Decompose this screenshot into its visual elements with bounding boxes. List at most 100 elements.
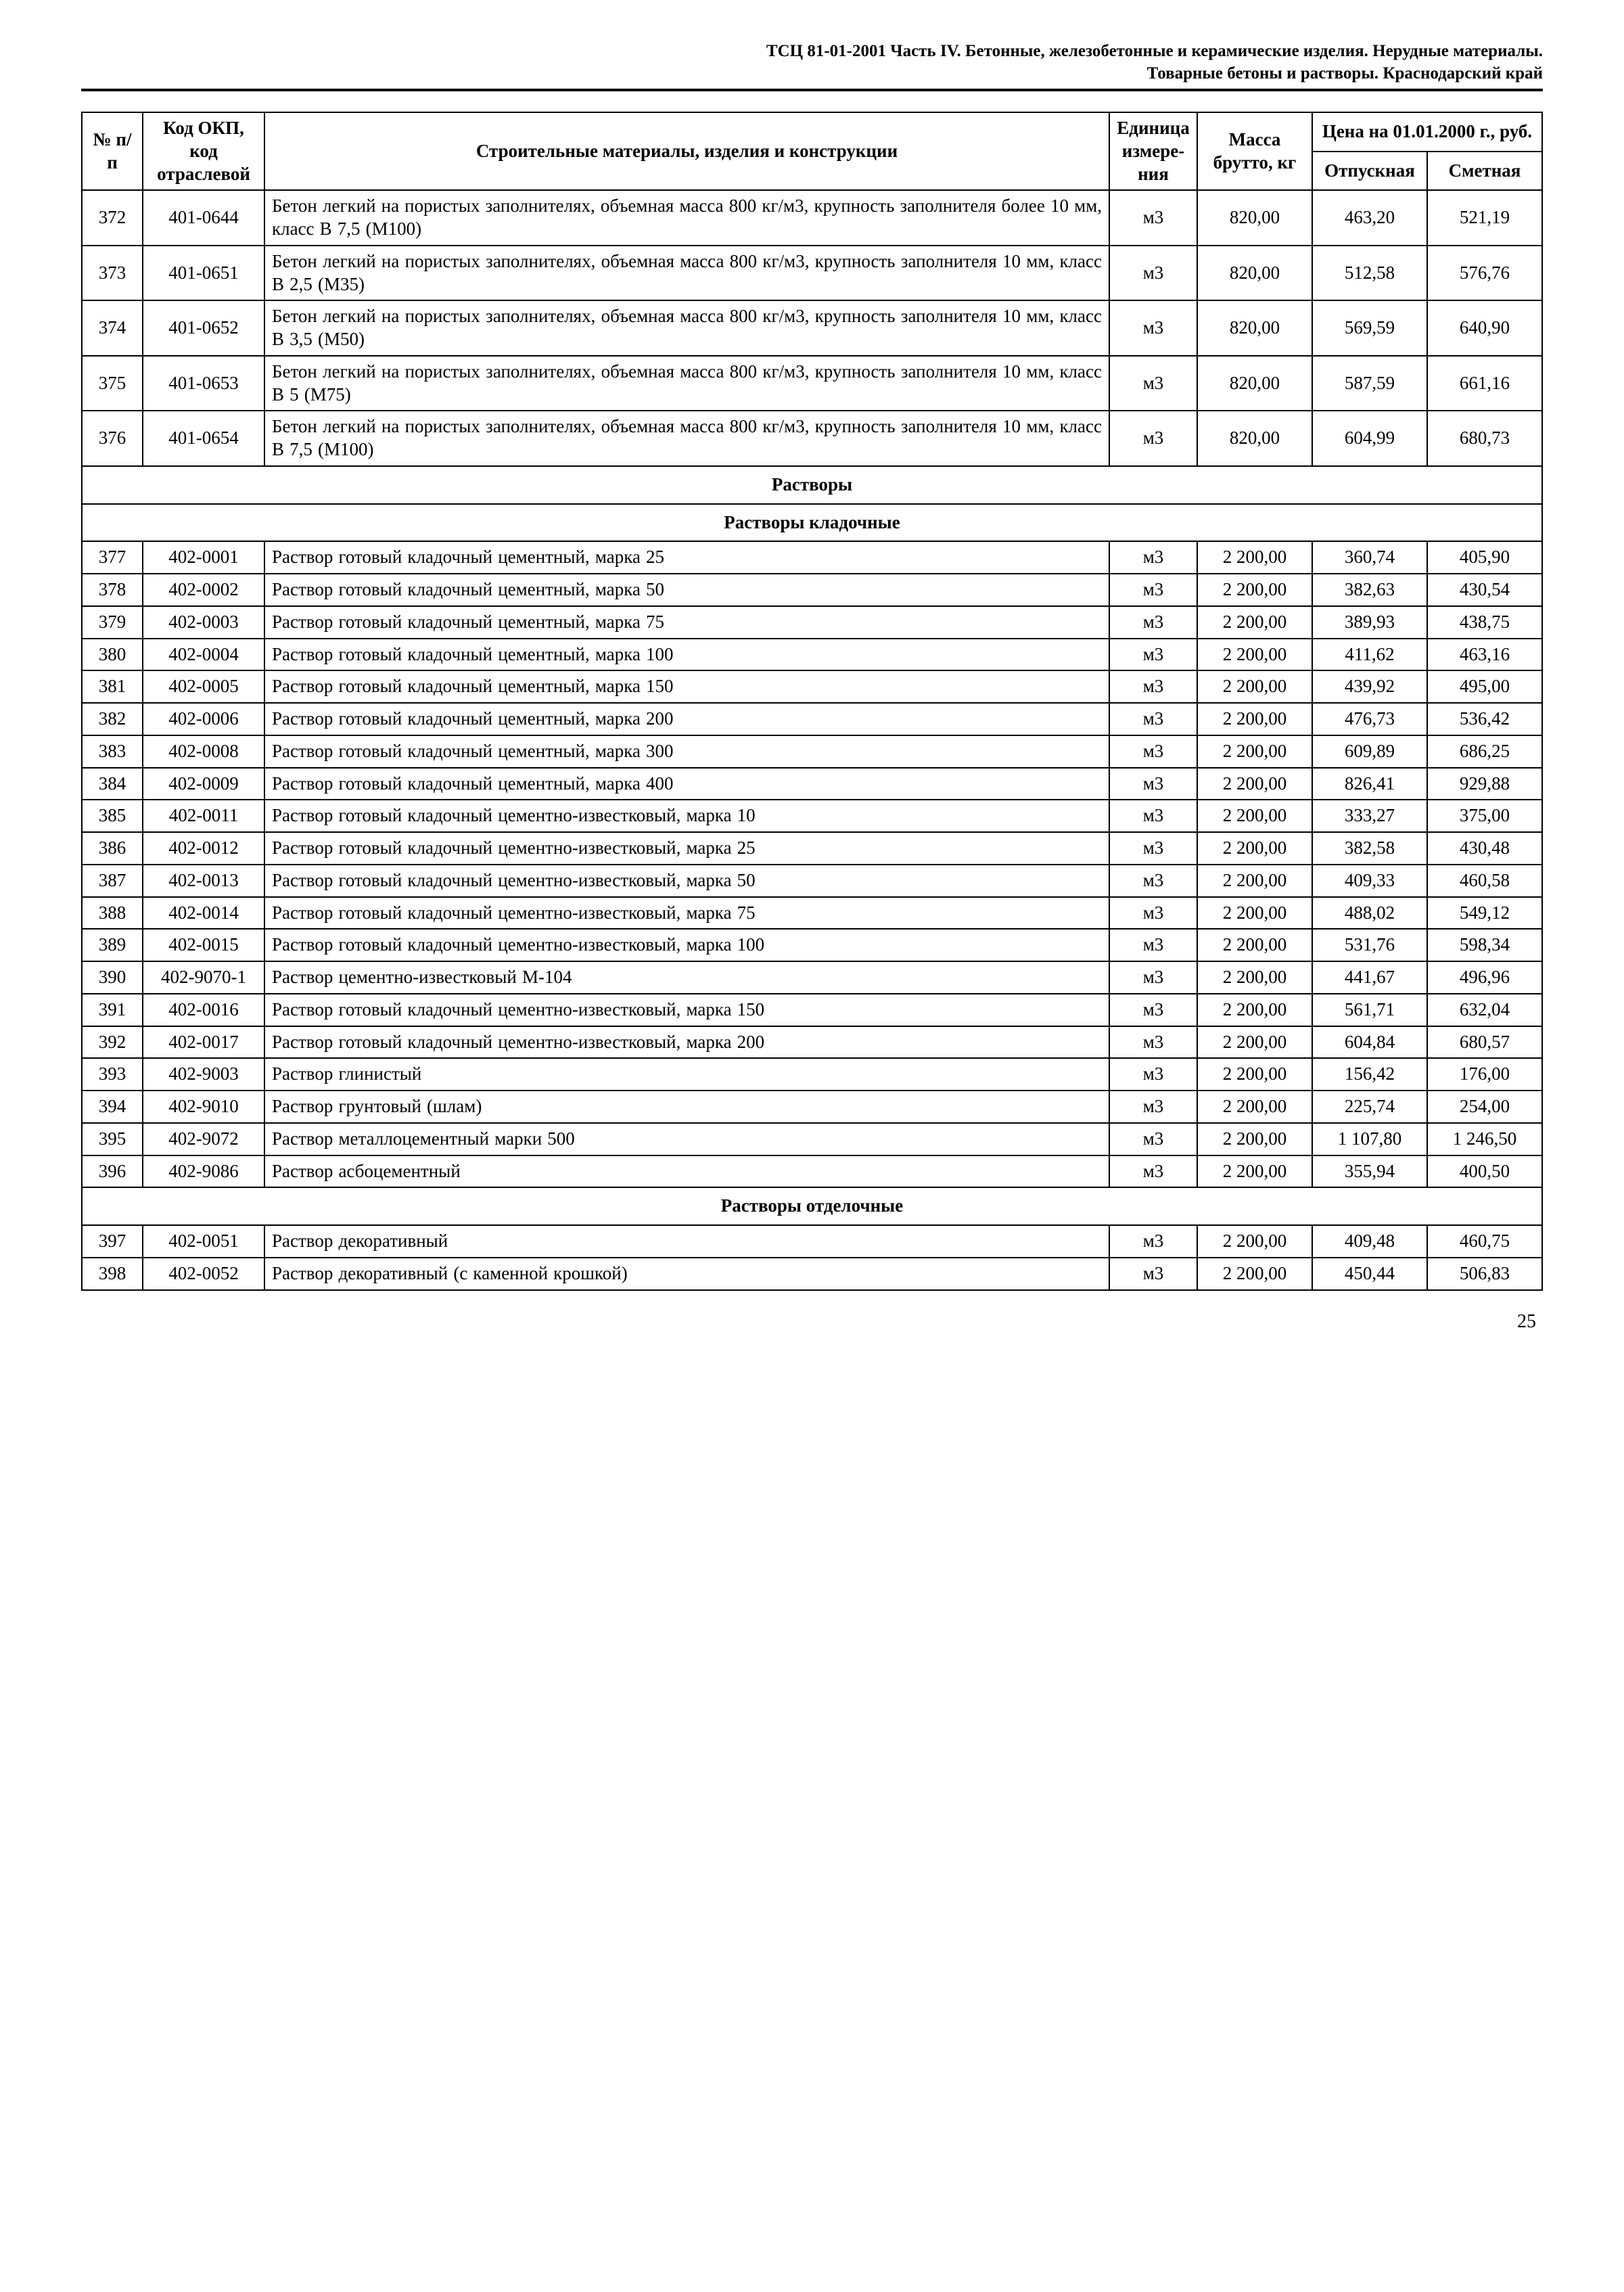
table-row: 379402-0003Раствор готовый кладочный цем… — [82, 606, 1542, 639]
table-row: 397402-0051Раствор декоративныйм32 200,0… — [82, 1225, 1542, 1258]
col-header-price1: Отпускная — [1312, 152, 1427, 191]
cell-code: 402-0014 — [143, 897, 264, 930]
cell-price-1: 156,42 — [1312, 1058, 1427, 1091]
cell-price-1: 826,41 — [1312, 768, 1427, 800]
cell-price-2: 496,96 — [1427, 961, 1542, 994]
cell-num: 392 — [82, 1026, 143, 1059]
cell-desc: Раствор декоративный (с каменной крош­ко… — [264, 1258, 1109, 1290]
cell-code: 402-0001 — [143, 541, 264, 574]
table-header-row-1: № п/п Код ОКП, код отраслевой Строительн… — [82, 112, 1542, 152]
cell-unit: м3 — [1109, 1058, 1197, 1091]
cell-num: 379 — [82, 606, 143, 639]
cell-code: 402-0012 — [143, 832, 264, 865]
cell-price-2: 632,04 — [1427, 994, 1542, 1026]
cell-price-2: 254,00 — [1427, 1091, 1542, 1123]
cell-unit: м3 — [1109, 1258, 1197, 1290]
cell-num: 373 — [82, 246, 143, 301]
col-header-num: № п/п — [82, 112, 143, 190]
cell-mass: 2 200,00 — [1197, 800, 1312, 832]
cell-num: 394 — [82, 1091, 143, 1123]
cell-price-2: 463,16 — [1427, 639, 1542, 671]
cell-unit: м3 — [1109, 994, 1197, 1026]
cell-price-2: 680,73 — [1427, 411, 1542, 466]
cell-price-2: 400,50 — [1427, 1155, 1542, 1188]
cell-num: 387 — [82, 865, 143, 897]
cell-desc: Бетон легкий на пористых заполнителях, о… — [264, 190, 1109, 246]
page-number: 25 — [81, 1311, 1543, 1333]
cell-num: 390 — [82, 961, 143, 994]
cell-num: 376 — [82, 411, 143, 466]
cell-mass: 2 200,00 — [1197, 1225, 1312, 1258]
cell-mass: 2 200,00 — [1197, 929, 1312, 961]
table-row: 383402-0008Раствор готовый кладочный цем… — [82, 735, 1542, 768]
cell-desc: Бетон легкий на пористых заполнителях, о… — [264, 411, 1109, 466]
table-row: 375401-0653Бетон легкий на пористых запо… — [82, 356, 1542, 411]
cell-price-1: 355,94 — [1312, 1155, 1427, 1188]
cell-code: 401-0652 — [143, 300, 264, 356]
section-heading-row: Растворы кладочные — [82, 504, 1542, 542]
col-header-desc: Строительные материалы, изделия и констр… — [264, 112, 1109, 190]
col-header-code: Код ОКП, код отраслевой — [143, 112, 264, 190]
cell-desc: Раствор готовый кладочный цементный, мар… — [264, 606, 1109, 639]
cell-mass: 2 200,00 — [1197, 1026, 1312, 1059]
cell-price-1: 382,63 — [1312, 574, 1427, 606]
cell-price-2: 405,90 — [1427, 541, 1542, 574]
section-heading: Растворы — [82, 466, 1542, 504]
cell-desc: Бетон легкий на пористых заполнителях, о… — [264, 356, 1109, 411]
col-header-mass: Масса брутто, кг — [1197, 112, 1312, 190]
cell-code: 402-9003 — [143, 1058, 264, 1091]
cell-mass: 2 200,00 — [1197, 639, 1312, 671]
table-row: 389402-0015Раствор готовый кладочный цем… — [82, 929, 1542, 961]
cell-num: 382 — [82, 703, 143, 735]
section-heading-row: Растворы — [82, 466, 1542, 504]
cell-unit: м3 — [1109, 897, 1197, 930]
cell-price-2: 598,34 — [1427, 929, 1542, 961]
cell-price-2: 438,75 — [1427, 606, 1542, 639]
cell-num: 374 — [82, 300, 143, 356]
cell-price-2: 430,54 — [1427, 574, 1542, 606]
table-row: 372401-0644Бетон легкий на пористых запо… — [82, 190, 1542, 246]
cell-price-1: 512,58 — [1312, 246, 1427, 301]
cell-mass: 2 200,00 — [1197, 670, 1312, 703]
cell-unit: м3 — [1109, 1155, 1197, 1188]
cell-unit: м3 — [1109, 246, 1197, 301]
cell-unit: м3 — [1109, 300, 1197, 356]
cell-price-1: 604,99 — [1312, 411, 1427, 466]
cell-price-1: 439,92 — [1312, 670, 1427, 703]
cell-desc: Раствор готовый кладочный цементно-извес… — [264, 865, 1109, 897]
cell-desc: Раствор готовый кладочный цементный, мар… — [264, 639, 1109, 671]
table-row: 384402-0009Раствор готовый кладочный цем… — [82, 768, 1542, 800]
cell-price-1: 409,48 — [1312, 1225, 1427, 1258]
cell-desc: Раствор асбоцементный — [264, 1155, 1109, 1188]
cell-desc: Раствор готовый кладочный цементно-извес… — [264, 897, 1109, 930]
cell-price-2: 576,76 — [1427, 246, 1542, 301]
cell-code: 402-0015 — [143, 929, 264, 961]
cell-unit: м3 — [1109, 929, 1197, 961]
cell-price-1: 569,59 — [1312, 300, 1427, 356]
cell-price-1: 604,84 — [1312, 1026, 1427, 1059]
cell-desc: Раствор готовый кладочный цементный, мар… — [264, 670, 1109, 703]
cell-unit: м3 — [1109, 356, 1197, 411]
col-header-price2: Сметная — [1427, 152, 1542, 191]
cell-unit: м3 — [1109, 865, 1197, 897]
cell-num: 398 — [82, 1258, 143, 1290]
cell-code: 402-9010 — [143, 1091, 264, 1123]
cell-mass: 2 200,00 — [1197, 541, 1312, 574]
table-row: 382402-0006Раствор готовый кладочный цем… — [82, 703, 1542, 735]
cell-price-1: 488,02 — [1312, 897, 1427, 930]
cell-desc: Раствор готовый кладочный цементный, мар… — [264, 703, 1109, 735]
table-row: 390402-9070-1Раствор цементно-известковы… — [82, 961, 1542, 994]
cell-num: 375 — [82, 356, 143, 411]
cell-code: 402-0008 — [143, 735, 264, 768]
cell-price-2: 686,25 — [1427, 735, 1542, 768]
materials-table: № п/п Код ОКП, код отраслевой Строительн… — [81, 112, 1543, 1291]
cell-code: 402-0006 — [143, 703, 264, 735]
cell-num: 380 — [82, 639, 143, 671]
cell-mass: 820,00 — [1197, 356, 1312, 411]
col-header-unit: Единица измере­ния — [1109, 112, 1197, 190]
table-row: 381402-0005Раствор готовый кладочный цем… — [82, 670, 1542, 703]
cell-num: 388 — [82, 897, 143, 930]
cell-unit: м3 — [1109, 541, 1197, 574]
cell-num: 372 — [82, 190, 143, 246]
cell-num: 395 — [82, 1123, 143, 1155]
